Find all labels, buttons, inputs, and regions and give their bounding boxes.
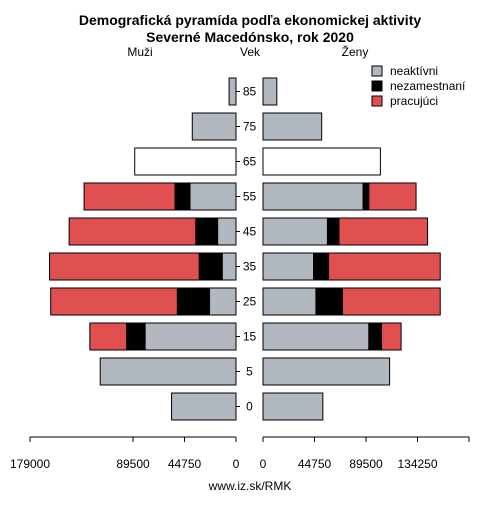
female-bar-neaktivni-0: [262, 392, 324, 421]
female-bar-neaktivni-75: [262, 112, 323, 141]
male-bar-neaktivni-45: [217, 217, 237, 246]
legend-label-2: pracujúci: [390, 94, 438, 108]
male-bar-neaktivni-65: [134, 147, 237, 176]
female-bar-nezamestnani-55: [362, 182, 370, 211]
age-label-15: 15: [243, 330, 257, 344]
male-bar-pracujuci-45: [68, 217, 197, 246]
female-bar-neaktivni-55: [262, 182, 364, 211]
female-x-tick-label: 134250: [397, 457, 437, 471]
female-bar-neaktivni-45: [262, 217, 328, 246]
female-bar-pracujuci-45: [338, 217, 429, 246]
age-label-55: 55: [243, 190, 257, 204]
age-label: Vek: [240, 45, 261, 59]
age-label-25: 25: [243, 295, 257, 309]
female-bar-neaktivni-35: [262, 252, 315, 281]
female-bar-neaktivni-85: [262, 77, 278, 106]
male-bar-neaktivni-75: [191, 112, 237, 141]
male-bar-neaktivni-55: [189, 182, 237, 211]
chart-title-line2: Severné Macedónsko, rok 2020: [146, 29, 354, 45]
male-bar-neaktivni-5: [99, 357, 237, 386]
age-label-5: 5: [246, 365, 253, 379]
female-bar-pracujuci-55: [368, 182, 417, 211]
female-label: Ženy: [342, 44, 369, 59]
female-bar-neaktivni-25: [262, 287, 317, 316]
male-bar-pracujuci-55: [83, 182, 176, 211]
legend-label-0: neaktívni: [390, 64, 438, 78]
male-bar-pracujuci-25: [50, 287, 178, 316]
male-label: Muži: [127, 45, 152, 59]
female-bar-nezamestnani-45: [326, 217, 340, 246]
male-bar-nezamestnani-25: [176, 287, 211, 316]
age-label-85: 85: [243, 85, 257, 99]
female-bar-pracujuci-25: [341, 287, 441, 316]
female-x-tick-label: 89500: [349, 457, 383, 471]
age-label-45: 45: [243, 225, 257, 239]
male-bar-nezamestnani-15: [126, 322, 146, 351]
female-bar-neaktivni-15: [262, 322, 370, 351]
female-bar-nezamestnani-25: [315, 287, 343, 316]
male-x-tick-label: 44750: [168, 457, 202, 471]
legend-swatch-0: [371, 65, 383, 77]
male-bar-nezamestnani-45: [195, 217, 219, 246]
source-label: www.iz.sk/RMK: [208, 479, 292, 493]
male-bar-neaktivni-15: [144, 322, 237, 351]
female-bar-nezamestnani-35: [313, 252, 330, 281]
female-x-tick-label: 44750: [298, 457, 332, 471]
female-bar-nezamestnani-15: [368, 322, 383, 351]
male-x-tick-label: 179000: [10, 457, 50, 471]
male-x-tick-label: 89500: [116, 457, 150, 471]
male-bar-nezamestnani-55: [174, 182, 191, 211]
male-bar-nezamestnani-35: [198, 252, 223, 281]
male-bar-neaktivni-85: [228, 77, 237, 106]
male-x-tick-label: 0: [233, 457, 240, 471]
female-bar-neaktivni-65: [262, 147, 381, 176]
legend-swatch-1: [371, 80, 383, 92]
female-bar-pracujuci-15: [381, 322, 402, 351]
legend-label-1: nezamestnaní: [390, 79, 466, 93]
age-label-0: 0: [246, 400, 253, 414]
male-bar-neaktivni-0: [171, 392, 237, 421]
legend-swatch-2: [371, 95, 383, 107]
female-x-tick-label: 0: [260, 457, 267, 471]
female-bar-pracujuci-35: [328, 252, 441, 281]
male-bar-pracujuci-35: [49, 252, 200, 281]
female-bar-neaktivni-5: [262, 357, 391, 386]
male-bar-pracujuci-15: [89, 322, 128, 351]
age-label-65: 65: [243, 155, 257, 169]
age-label-75: 75: [243, 120, 257, 134]
male-bar-neaktivni-35: [221, 252, 237, 281]
chart-title-line1: Demografická pyramída podľa ekonomickej …: [79, 12, 422, 28]
age-label-35: 35: [243, 260, 257, 274]
male-bar-neaktivni-25: [209, 287, 237, 316]
